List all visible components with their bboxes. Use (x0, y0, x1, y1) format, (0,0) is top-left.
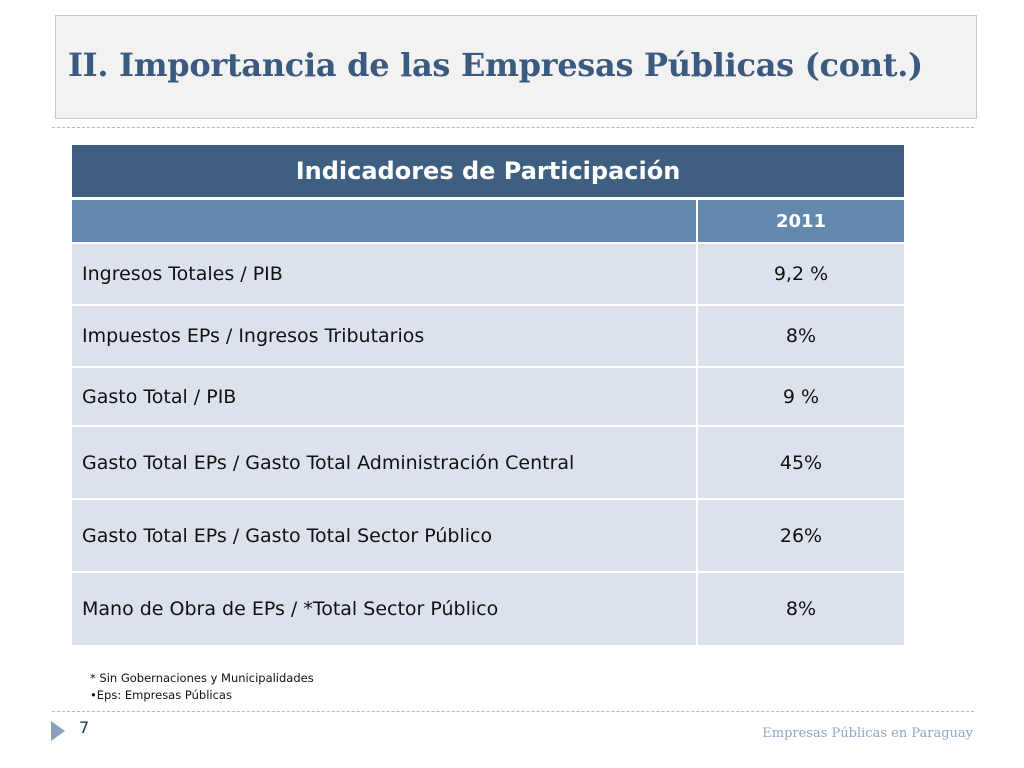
indicators-table: Indicadores de Participación 2011 Ingres… (72, 145, 904, 645)
row-value: 9 % (696, 366, 904, 426)
slide-title: II. Importancia de las Empresas Públicas… (68, 46, 923, 84)
row-label: Gasto Total EPs / Gasto Total Sector Púb… (72, 498, 697, 572)
table-row: Ingresos Totales / PIB 9,2 % (72, 242, 904, 305)
table-row: Gasto Total EPs / Gasto Total Sector Púb… (72, 498, 904, 572)
footnote-item: •Eps: Empresas Públicas (90, 688, 232, 702)
table-sub-header-row: 2011 (72, 198, 904, 243)
row-label: Gasto Total / PIB (72, 366, 697, 426)
footnote-item: * Sin Gobernaciones y Municipalidades (90, 671, 314, 685)
table-row: Impuestos EPs / Ingresos Tributarios 8% (72, 304, 904, 367)
table-main-header-row: Indicadores de Participación (72, 145, 904, 200)
row-label: Ingresos Totales / PIB (72, 242, 697, 305)
row-label: Mano de Obra de EPs / *Total Sector Públ… (72, 571, 697, 645)
row-value: 9,2 % (696, 242, 904, 305)
table-header: Indicadores de Participación (72, 145, 904, 200)
footnotes: * Sin Gobernaciones y Municipalidades •E… (90, 670, 314, 704)
row-label: Gasto Total EPs / Gasto Total Administra… (72, 425, 697, 499)
row-label: Impuestos EPs / Ingresos Tributarios (72, 304, 697, 367)
table-row: Gasto Total EPs / Gasto Total Administra… (72, 425, 904, 499)
top-divider (52, 127, 974, 128)
page-number: 7 (79, 718, 90, 737)
sub-header-empty-cell (72, 198, 697, 243)
year-column-header: 2011 (696, 198, 904, 243)
table-row: Mano de Obra de EPs / *Total Sector Públ… (72, 571, 904, 645)
title-box: II. Importancia de las Empresas Públicas… (55, 15, 977, 119)
row-value: 8% (696, 571, 904, 645)
triangle-arrow-icon (51, 721, 65, 741)
row-value: 8% (696, 304, 904, 367)
row-value: 45% (696, 425, 904, 499)
bottom-divider (52, 711, 974, 712)
footer-caption: Empresas Públicas en Paraguay (762, 726, 973, 741)
row-value: 26% (696, 498, 904, 572)
table-row: Gasto Total / PIB 9 % (72, 366, 904, 426)
